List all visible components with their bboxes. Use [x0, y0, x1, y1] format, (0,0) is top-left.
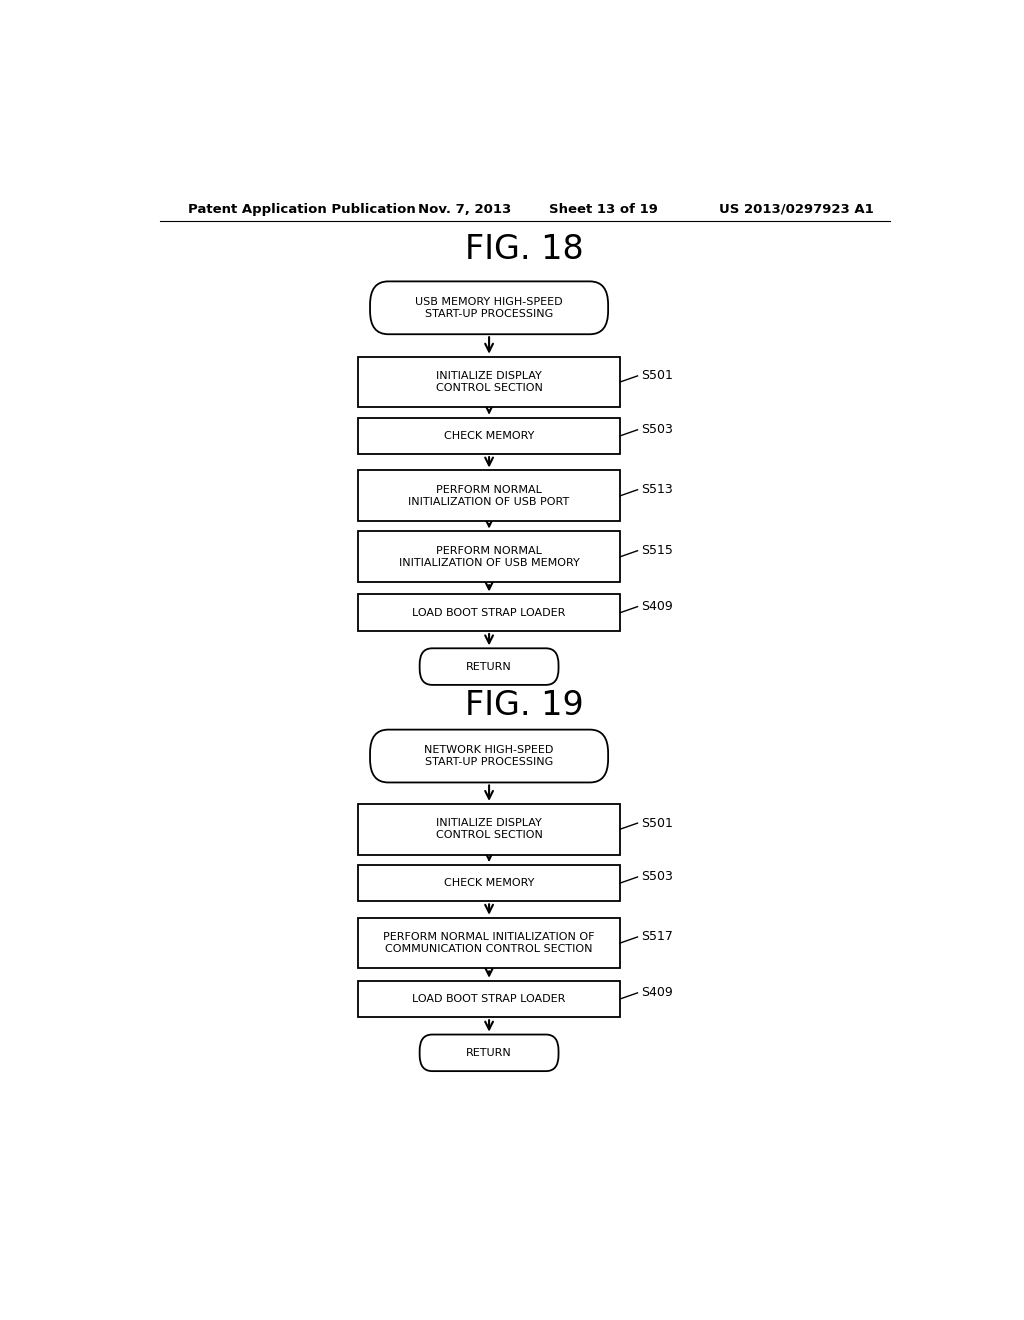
- Bar: [358, 804, 621, 854]
- Text: Nov. 7, 2013: Nov. 7, 2013: [418, 203, 511, 215]
- Text: USB MEMORY HIGH-SPEED
START-UP PROCESSING: USB MEMORY HIGH-SPEED START-UP PROCESSIN…: [416, 297, 563, 318]
- FancyBboxPatch shape: [420, 1035, 558, 1071]
- Text: S501: S501: [641, 370, 674, 383]
- FancyBboxPatch shape: [370, 281, 608, 334]
- Bar: [358, 981, 621, 1018]
- Bar: [358, 917, 621, 969]
- Bar: [358, 417, 621, 454]
- FancyBboxPatch shape: [370, 730, 608, 783]
- Text: S409: S409: [641, 601, 673, 612]
- Text: CHECK MEMORY: CHECK MEMORY: [443, 878, 535, 888]
- Text: NETWORK HIGH-SPEED
START-UP PROCESSING: NETWORK HIGH-SPEED START-UP PROCESSING: [424, 746, 554, 767]
- Text: US 2013/0297923 A1: US 2013/0297923 A1: [719, 203, 873, 215]
- Bar: [358, 532, 621, 582]
- Text: PERFORM NORMAL
INITIALIZATION OF USB PORT: PERFORM NORMAL INITIALIZATION OF USB POR…: [409, 484, 569, 507]
- Bar: [358, 470, 621, 521]
- Bar: [358, 865, 621, 902]
- Text: FIG. 18: FIG. 18: [466, 234, 584, 267]
- Text: S409: S409: [641, 986, 673, 999]
- Text: LOAD BOOT STRAP LOADER: LOAD BOOT STRAP LOADER: [413, 607, 566, 618]
- Text: INITIALIZE DISPLAY
CONTROL SECTION: INITIALIZE DISPLAY CONTROL SECTION: [435, 818, 543, 840]
- Text: Patent Application Publication: Patent Application Publication: [187, 203, 416, 215]
- Text: Sheet 13 of 19: Sheet 13 of 19: [549, 203, 657, 215]
- Text: LOAD BOOT STRAP LOADER: LOAD BOOT STRAP LOADER: [413, 994, 566, 1005]
- Text: FIG. 19: FIG. 19: [466, 689, 584, 722]
- Text: RETURN: RETURN: [466, 1048, 512, 1057]
- Text: PERFORM NORMAL INITIALIZATION OF
COMMUNICATION CONTROL SECTION: PERFORM NORMAL INITIALIZATION OF COMMUNI…: [383, 932, 595, 954]
- Text: INITIALIZE DISPLAY
CONTROL SECTION: INITIALIZE DISPLAY CONTROL SECTION: [435, 371, 543, 393]
- Text: S501: S501: [641, 817, 674, 830]
- Text: S503: S503: [641, 424, 674, 437]
- Text: S503: S503: [641, 870, 674, 883]
- Text: S513: S513: [641, 483, 673, 496]
- FancyBboxPatch shape: [420, 648, 558, 685]
- Text: PERFORM NORMAL
INITIALIZATION OF USB MEMORY: PERFORM NORMAL INITIALIZATION OF USB MEM…: [398, 546, 580, 568]
- Text: CHECK MEMORY: CHECK MEMORY: [443, 430, 535, 441]
- Bar: [358, 356, 621, 408]
- Text: S517: S517: [641, 931, 674, 944]
- Bar: [358, 594, 621, 631]
- Text: S515: S515: [641, 544, 674, 557]
- Text: RETURN: RETURN: [466, 661, 512, 672]
